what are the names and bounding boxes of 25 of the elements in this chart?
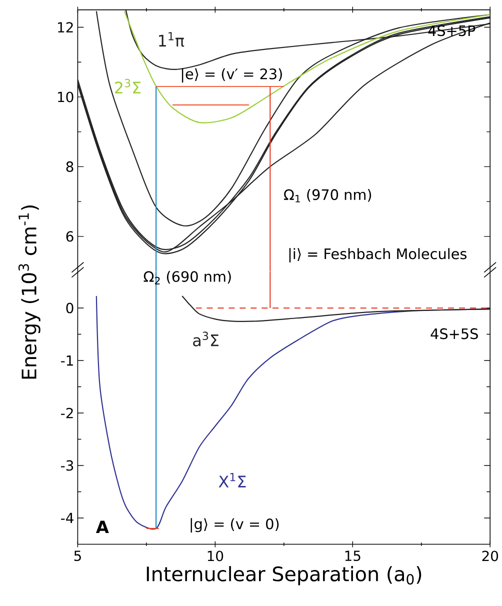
series-label: a$^{3}$Σ — [192, 332, 218, 346]
x-tick-label: 20 — [482, 550, 498, 562]
annotation: 4S+5S — [430, 328, 478, 340]
y-tick-label: -3 — [60, 460, 73, 471]
annotation: |g⟩ = (v = 0) — [190, 518, 278, 533]
y-tick-label: 0 — [66, 302, 74, 314]
x-tick-label: 15 — [345, 550, 360, 562]
y-tick-label: 10 — [58, 92, 74, 102]
series-label: X$^{1}$Σ — [218, 473, 246, 488]
x-axis-title: Internuclear Separation (a$_{0}$) — [146, 566, 422, 586]
y-tick-label: -1 — [60, 355, 73, 366]
x-tick-label: 5 — [74, 550, 81, 562]
y-tick-label: -2 — [60, 408, 73, 418]
y-tick-label: 6 — [66, 231, 74, 242]
y-axis-title: Energy (10$^{3}$ cm$^{-1}$) — [18, 206, 40, 379]
y-tick-label: 12 — [58, 22, 73, 32]
annotation: |i⟩ = Feshbach Molecules — [289, 248, 466, 262]
annotation: |e⟩ = (v′ = 23) — [182, 68, 282, 83]
y-tick-label: -4 — [60, 512, 74, 524]
x-tick-label: 10 — [208, 550, 223, 562]
y-tick-label: 8 — [66, 161, 74, 172]
series-label: 2$^{3}$Σ — [114, 78, 140, 94]
series-label: 1$^{1}$π — [158, 32, 184, 47]
annotation: Ω$_{1}$ (970 nm) — [284, 188, 371, 202]
annotation: A — [96, 520, 109, 534]
